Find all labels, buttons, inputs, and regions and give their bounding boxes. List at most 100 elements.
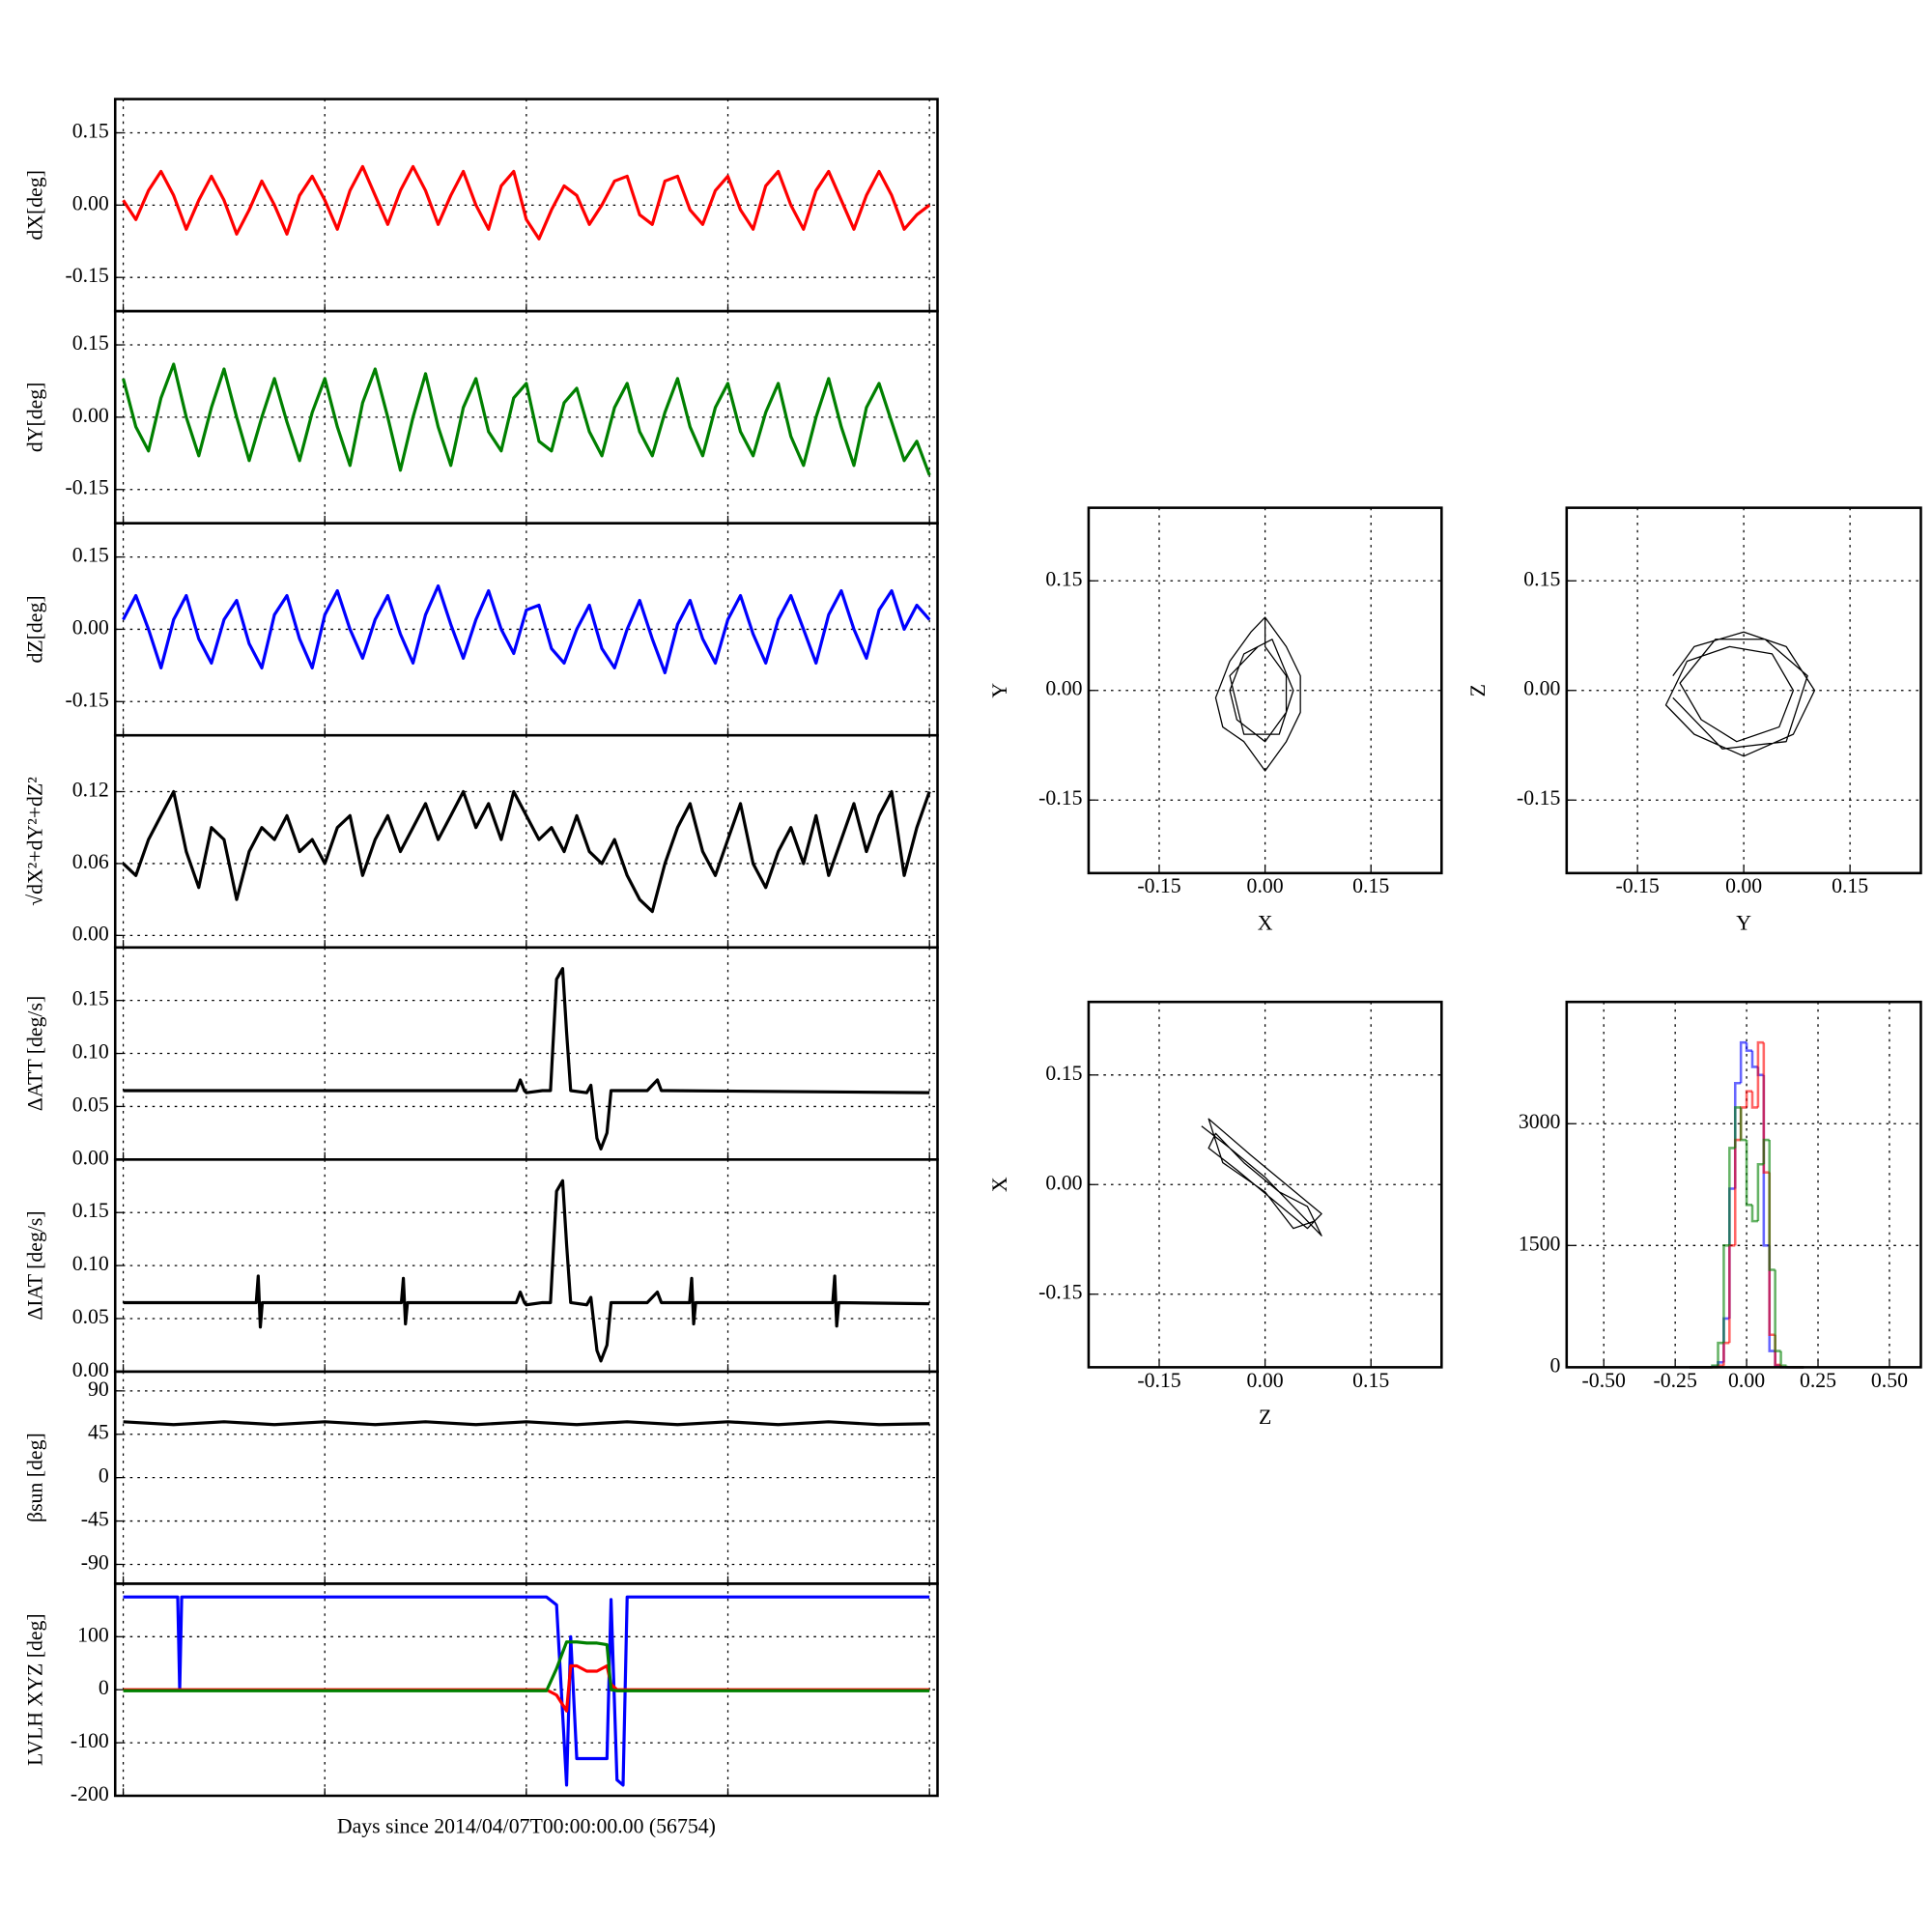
histogram-step	[1745, 1042, 1753, 1052]
axes-frame	[1565, 506, 1922, 875]
y-tick-label: -0.15	[65, 688, 108, 711]
x-tick-label: 0.15	[1832, 874, 1868, 897]
y-tick-label: -45	[81, 1508, 109, 1531]
y-tick-label: 0.10	[72, 1252, 109, 1275]
histogram-step	[1745, 1140, 1753, 1207]
axes-frame	[113, 1582, 939, 1798]
histogram-step	[1779, 1350, 1787, 1367]
y-tick-label: -200	[71, 1782, 109, 1805]
histogram-step	[1745, 1090, 1753, 1108]
data-line	[123, 1420, 930, 1427]
y-tick-label: 3000	[1519, 1110, 1561, 1133]
y-tick-label: 0.00	[72, 922, 109, 945]
histogram-step	[1717, 1341, 1724, 1366]
y-axis-label: ΔIAT [deg/s]	[23, 1210, 46, 1320]
y-tick-label: 0.15	[1045, 1062, 1082, 1085]
y-tick-label: 0.15	[72, 119, 109, 142]
y-axis-label: ΔATT [deg/s]	[23, 996, 46, 1111]
histogram-step	[1728, 1147, 1736, 1246]
y-axis-label: dX[deg]	[23, 170, 46, 241]
x-tick-label: -0.25	[1653, 1369, 1696, 1392]
histogram-step	[1762, 1138, 1770, 1165]
y-axis-label: dZ[deg]	[23, 595, 46, 663]
x-tick-label: 0.25	[1800, 1369, 1836, 1392]
y-tick-label: 0.15	[72, 544, 109, 567]
axes-frame	[1087, 1000, 1443, 1369]
x-tick-label: 0.15	[1352, 874, 1389, 897]
data-line	[122, 583, 931, 675]
y-tick-label: 0.12	[72, 779, 109, 802]
data-line	[1664, 631, 1816, 757]
y-tick-label: 0	[99, 1676, 109, 1699]
y-tick-label: 0.00	[72, 1146, 109, 1169]
y-tick-label: -0.15	[65, 476, 108, 499]
histogram-step	[1768, 1140, 1776, 1271]
histogram-step	[1728, 1244, 1736, 1344]
x-tick-label: 0.00	[1247, 1369, 1284, 1392]
x-axis-label: Y	[1736, 912, 1751, 935]
histogram-step	[1756, 1162, 1764, 1222]
x-tick-label: -0.15	[1137, 1369, 1180, 1392]
y-tick-label: 45	[88, 1421, 109, 1444]
x-tick-label: -0.15	[1137, 874, 1180, 897]
histogram-step	[1733, 1138, 1742, 1246]
x-tick-label: 0.15	[1352, 1369, 1389, 1392]
y-tick-label: 0.00	[72, 615, 109, 639]
y-tick-label: -0.15	[1038, 786, 1082, 810]
y-tick-label: 0.15	[1045, 567, 1082, 590]
y-tick-label: 0.00	[72, 404, 109, 427]
y-tick-label: 0.00	[1523, 677, 1560, 700]
x-tick-label: 0.00	[1728, 1369, 1765, 1392]
y-axis-label: X	[988, 1177, 1011, 1192]
histogram-step	[1722, 1244, 1730, 1344]
y-tick-label: 100	[77, 1623, 109, 1646]
histogram-step	[1750, 1091, 1758, 1109]
y-tick-label: 0.00	[1045, 1171, 1082, 1194]
data-line	[1214, 616, 1301, 772]
x-tick-label: 0.00	[1725, 874, 1762, 897]
y-tick-label: 0.05	[72, 1305, 109, 1328]
data-line	[123, 1595, 930, 1787]
y-tick-label: 0.05	[72, 1093, 109, 1116]
x-axis-label: Days since 2014/04/07T00:00:00.00 (56754…	[337, 1814, 716, 1837]
y-tick-label: 0.15	[72, 987, 109, 1010]
histogram-step	[1774, 1269, 1781, 1352]
data-line	[122, 362, 931, 476]
y-tick-label: 0.00	[72, 1358, 109, 1381]
data-line	[123, 967, 930, 1151]
y-axis-label: LVLH XYZ [deg]	[23, 1613, 46, 1766]
y-tick-label: -0.15	[1038, 1281, 1082, 1304]
data-line	[123, 1179, 930, 1363]
x-tick-label: -0.50	[1582, 1369, 1626, 1392]
y-tick-label: 0.00	[1045, 677, 1082, 700]
y-tick-label: -0.15	[1517, 786, 1560, 810]
x-tick-label: -0.15	[1615, 874, 1659, 897]
y-tick-label: -90	[81, 1550, 109, 1574]
x-tick-label: 0.50	[1871, 1369, 1908, 1392]
y-tick-label: 0	[99, 1464, 109, 1488]
histogram-step	[1722, 1341, 1730, 1366]
y-axis-label: √dX²+dY²+dZ²	[23, 777, 46, 906]
axes-frame	[1087, 506, 1443, 875]
y-axis-label: βsun [deg]	[23, 1433, 46, 1522]
histogram-step	[1733, 1106, 1742, 1149]
histogram-step	[1739, 1107, 1747, 1142]
y-tick-label: 1500	[1519, 1232, 1561, 1255]
y-axis-label: Z	[1466, 684, 1490, 696]
y-tick-label: -100	[71, 1729, 109, 1752]
histogram-step	[1739, 1040, 1747, 1084]
y-tick-label: 0.06	[72, 850, 109, 873]
y-tick-label: 0.15	[72, 331, 109, 355]
data-line	[1201, 1118, 1322, 1236]
histogram-step	[1750, 1205, 1758, 1223]
y-tick-label: 0.00	[72, 191, 109, 214]
y-tick-label: 0.15	[72, 1199, 109, 1222]
x-axis-label: X	[1258, 912, 1273, 935]
data-line	[122, 164, 931, 241]
y-tick-label: 0.10	[72, 1040, 109, 1064]
histogram-step	[1756, 1040, 1764, 1108]
y-tick-label: 90	[88, 1378, 109, 1401]
histogram-step	[1762, 1042, 1770, 1174]
y-axis-label: dY[deg]	[23, 383, 46, 453]
